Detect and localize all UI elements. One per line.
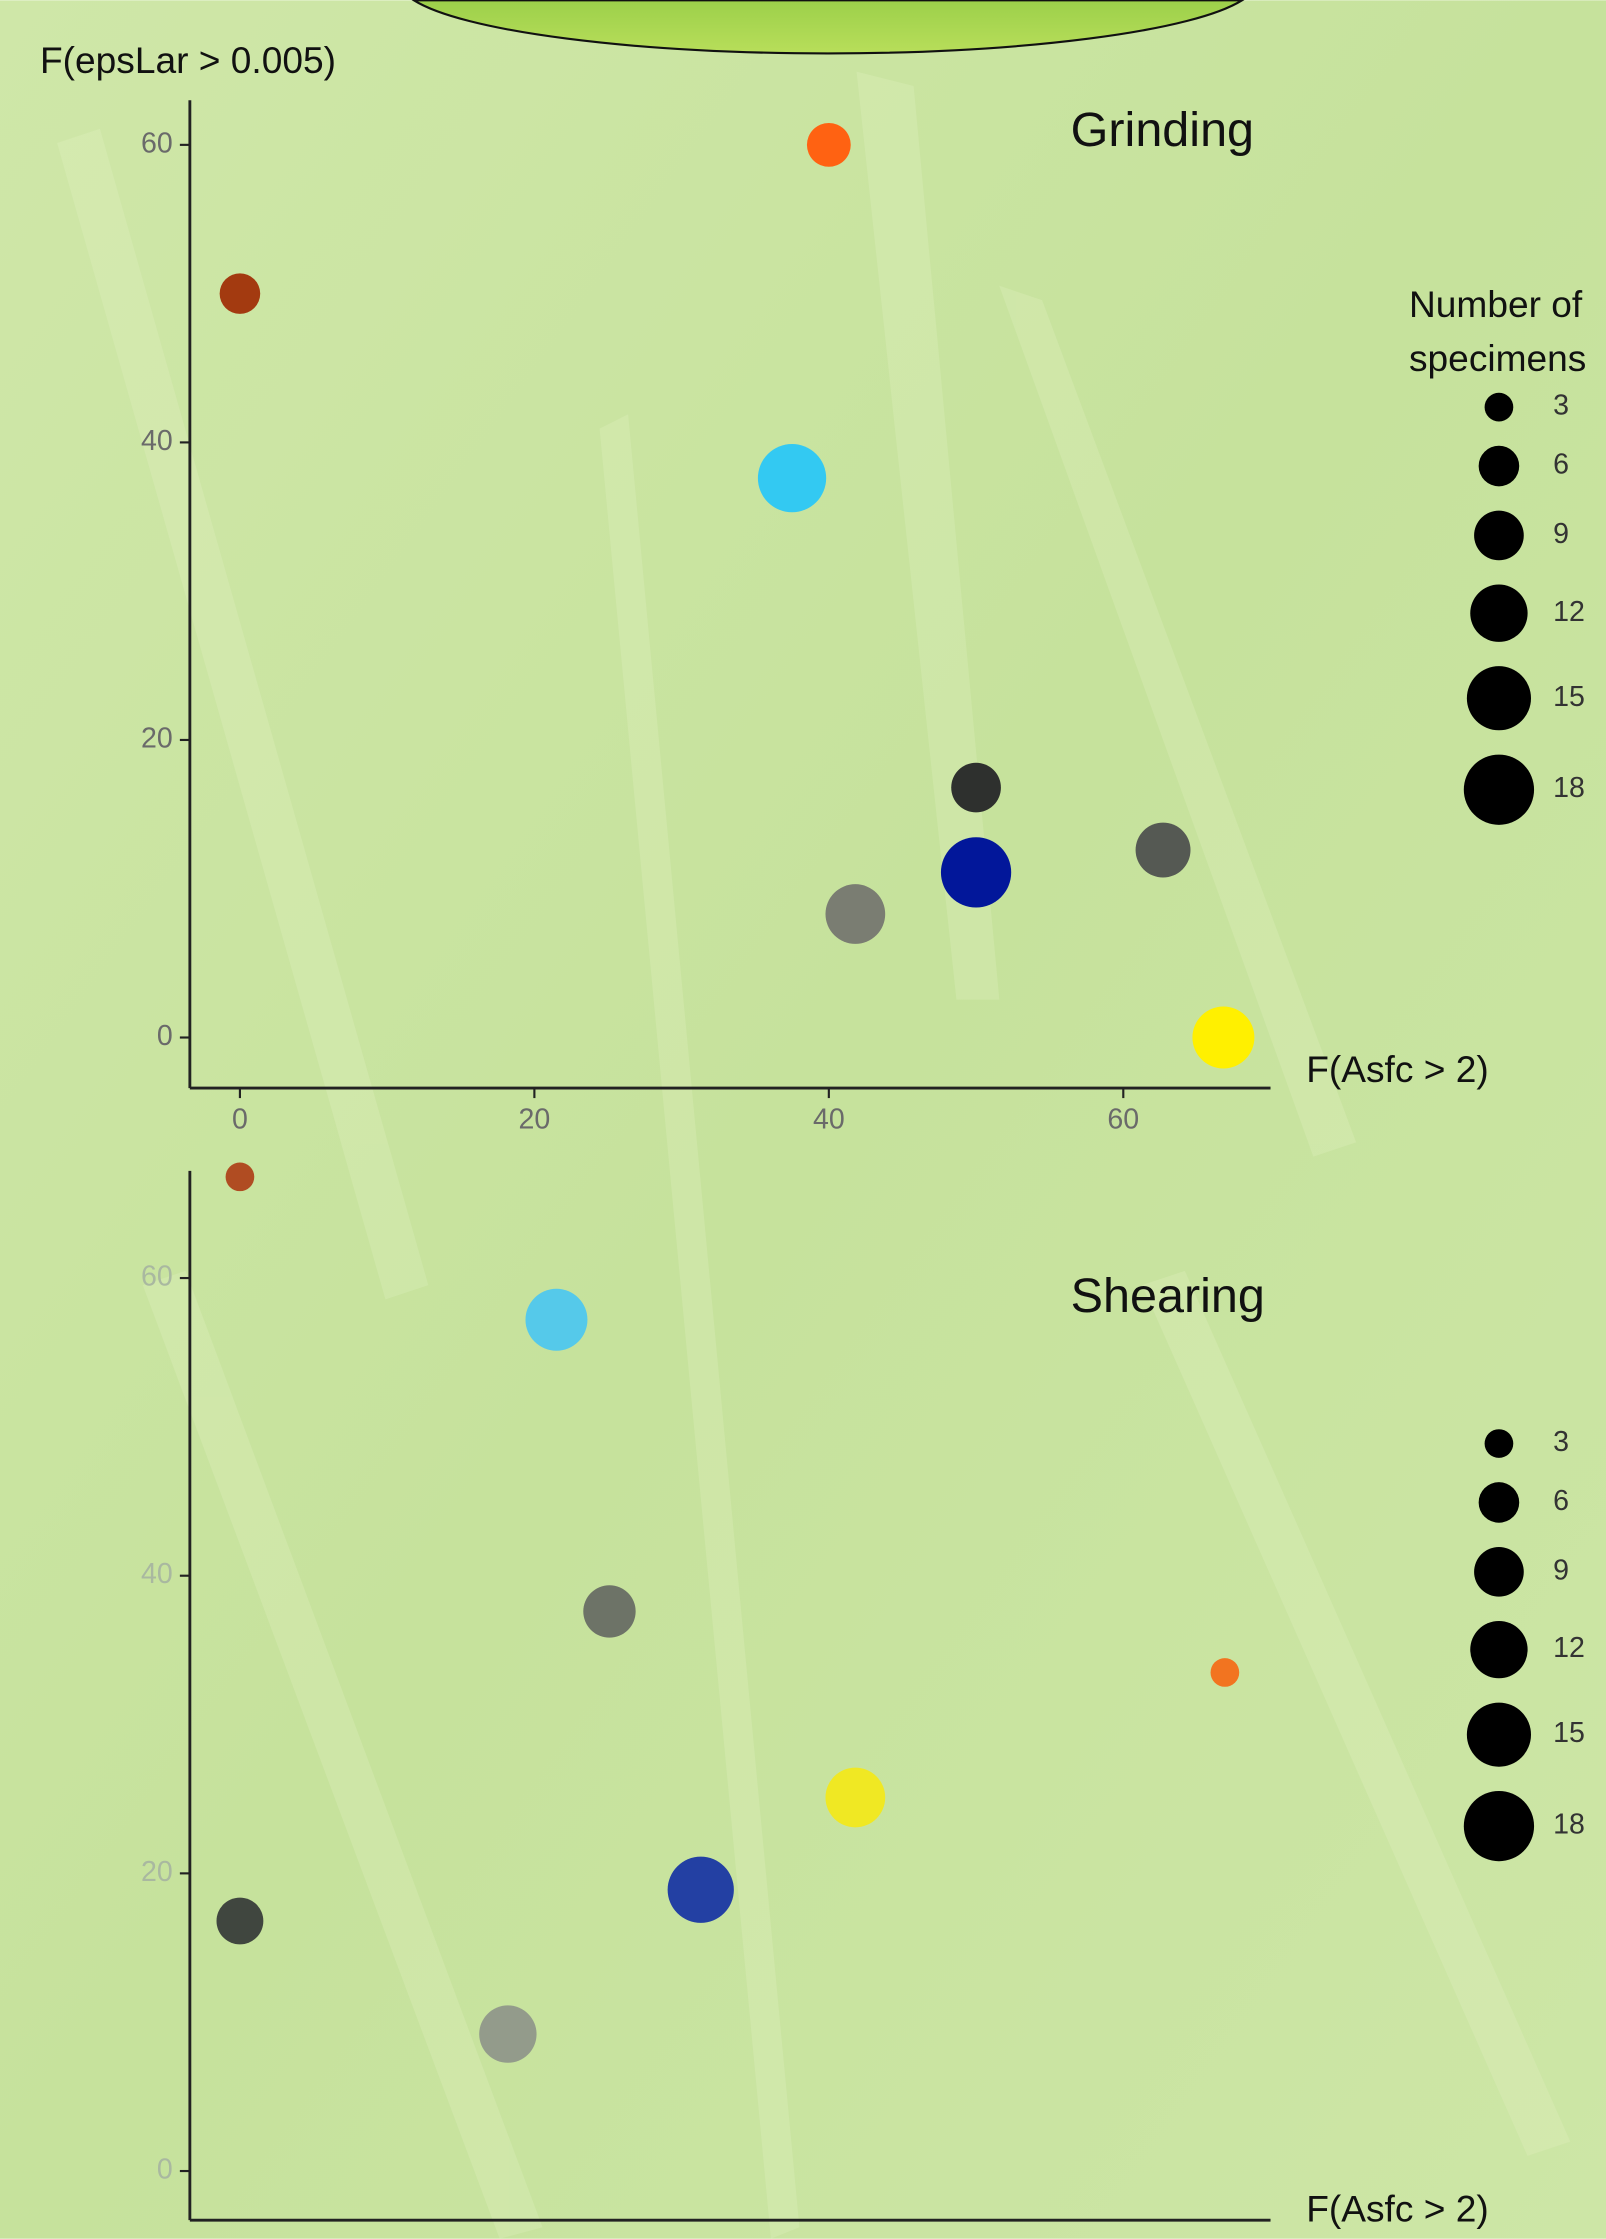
bubble	[583, 1585, 636, 1638]
legend-label: 18	[1553, 772, 1585, 804]
bubble	[825, 1767, 886, 1828]
bubble	[940, 837, 1012, 908]
legend-bubble	[1484, 1429, 1514, 1458]
legend-label: 3	[1553, 390, 1569, 422]
bubble	[757, 443, 827, 513]
bubble	[225, 1162, 255, 1192]
legend-bubble	[1474, 510, 1524, 561]
x-tick-label: 20	[518, 1103, 550, 1135]
legend-title: Number of	[1409, 283, 1583, 325]
bubble	[825, 884, 886, 944]
y-tick-label: 0	[157, 2154, 173, 2186]
grass-texture	[57, 71, 1571, 2239]
legend-bubble	[1478, 1482, 1520, 1523]
legend-label: 18	[1553, 1809, 1585, 1841]
chart-title: Grinding	[1071, 103, 1254, 157]
legend-label: 3	[1553, 1426, 1569, 1458]
y-tick-label: 20	[141, 1856, 173, 1888]
y-tick-label: 60	[141, 1261, 173, 1293]
bubble	[951, 762, 1001, 813]
bubble	[1192, 1006, 1255, 1069]
y-tick-label: 0	[157, 1020, 173, 1052]
bubble	[667, 1856, 734, 1923]
bubble	[479, 2005, 537, 2063]
legend-bubble	[1470, 584, 1528, 642]
x-tick-label: 40	[813, 1103, 845, 1135]
y-tick-label: 40	[141, 1558, 173, 1590]
legend-label: 9	[1553, 1554, 1569, 1586]
bubble	[806, 122, 851, 167]
bubble	[219, 273, 261, 314]
x-tick-label: 0	[232, 1103, 248, 1135]
legend-bubble	[1470, 1620, 1528, 1679]
bubble	[1210, 1658, 1240, 1687]
legend-title: specimens	[1409, 337, 1586, 379]
legend-bubble	[1466, 1702, 1532, 1767]
legend-bubble	[1466, 666, 1532, 731]
bubble	[216, 1897, 264, 1945]
legend-bubble	[1478, 445, 1520, 487]
bubble	[1135, 822, 1191, 878]
y-axis-label: F(epsLar > 0.005)	[40, 39, 336, 81]
bubble	[525, 1288, 588, 1351]
y-tick-label: 20	[141, 723, 173, 755]
legend-label: 12	[1553, 1632, 1585, 1664]
legend-label: 15	[1553, 681, 1585, 713]
y-tick-label: 40	[141, 425, 173, 457]
legend-label: 15	[1553, 1717, 1585, 1749]
legend-bubble	[1484, 392, 1514, 422]
chart-title: Shearing	[1071, 1269, 1265, 1323]
x-axis-label: F(Asfc > 2)	[1306, 2187, 1489, 2229]
legend-bubble	[1463, 1790, 1535, 1862]
legend-bubble	[1463, 754, 1535, 825]
legend-label: 9	[1553, 518, 1569, 550]
header-arc	[411, 0, 1245, 55]
x-axis-label: F(Asfc > 2)	[1306, 1048, 1489, 1090]
legend-label: 6	[1553, 449, 1569, 481]
legend-bubble	[1474, 1546, 1524, 1597]
y-tick-label: 60	[141, 127, 173, 159]
legend-label: 12	[1553, 596, 1585, 628]
legend-label: 6	[1553, 1485, 1569, 1517]
x-tick-label: 60	[1107, 1103, 1139, 1135]
